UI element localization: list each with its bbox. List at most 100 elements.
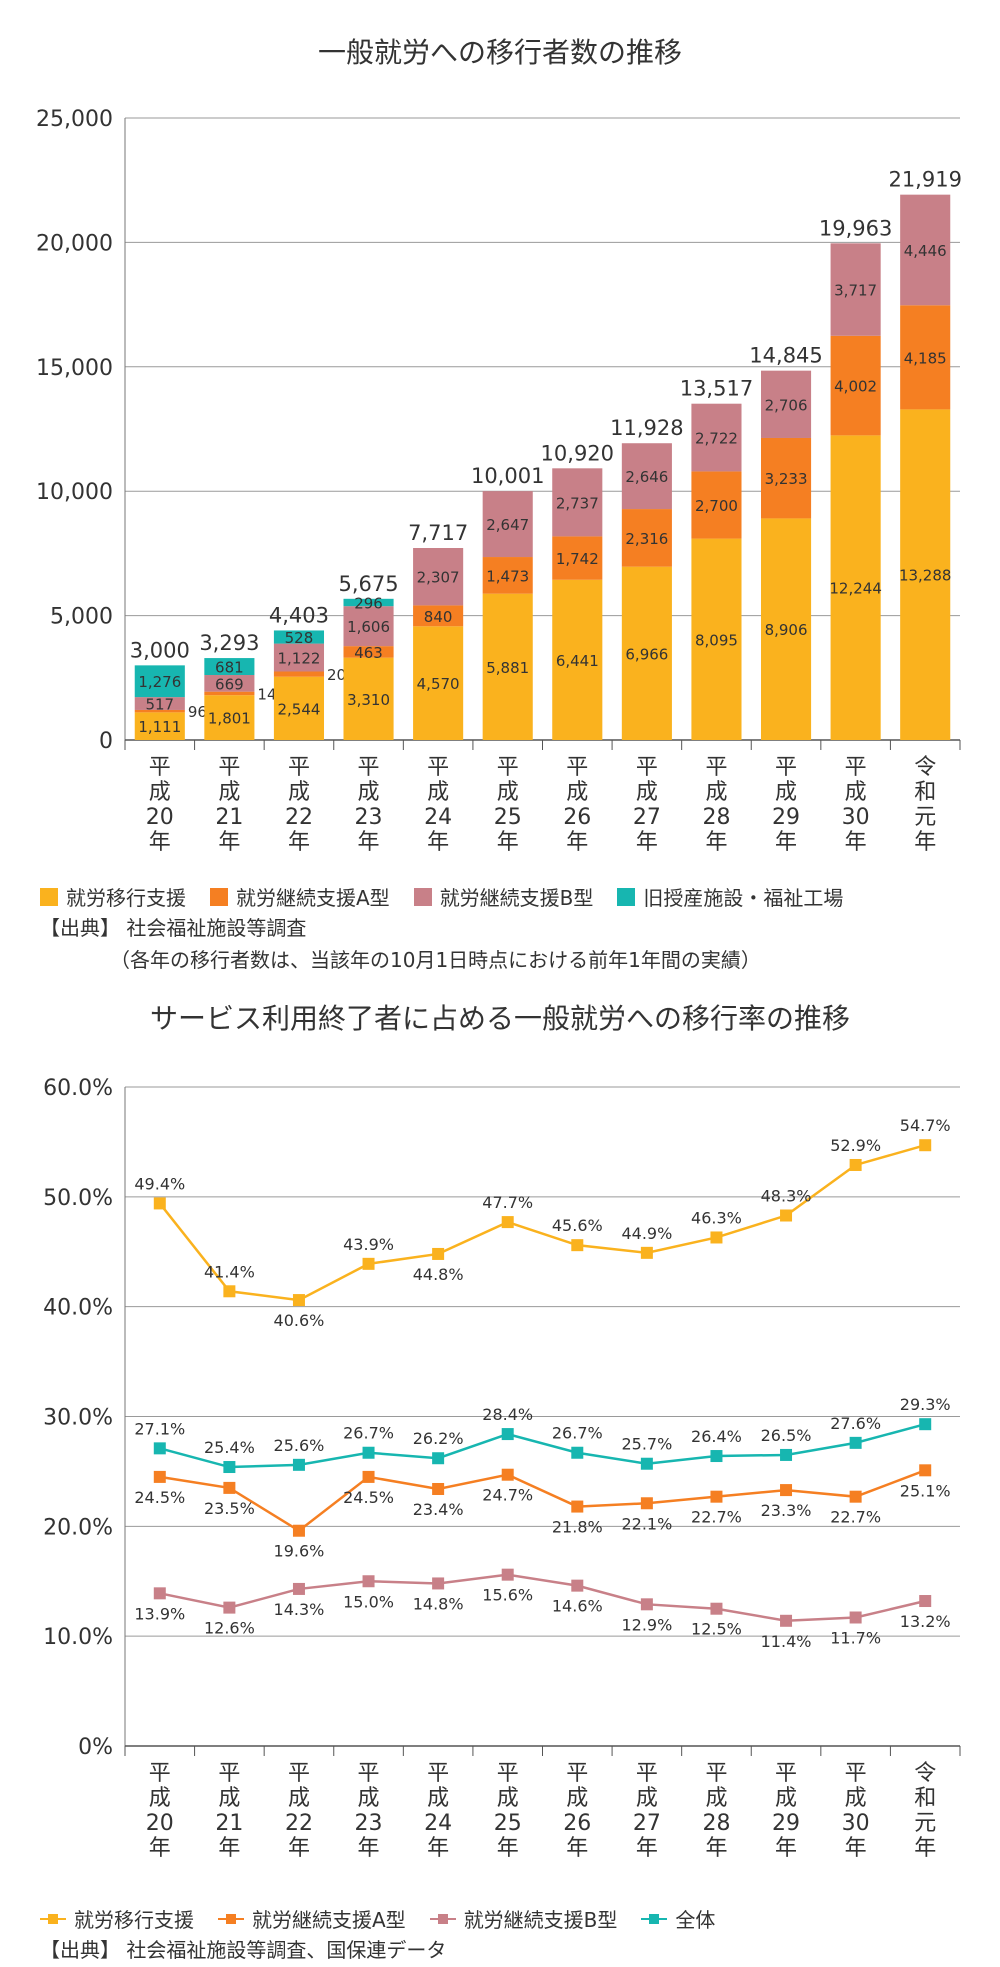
data-point (780, 1614, 793, 1627)
data-label: 1,276 (138, 673, 181, 691)
data-point (849, 1490, 862, 1503)
bar-segment (273, 630, 325, 644)
data-label: 24.7% (482, 1486, 533, 1505)
bar-segment (204, 675, 255, 692)
data-label: 27.6% (830, 1414, 881, 1433)
data-point (710, 1231, 723, 1244)
x-tick-label: 29 (772, 1811, 800, 1836)
x-tick-label: 22 (285, 1811, 313, 1836)
x-tick-label: 年 (149, 830, 171, 855)
x-tick-label: 平 (149, 755, 171, 780)
bar-segment (552, 468, 603, 537)
bar-segment (134, 665, 185, 698)
data-label: 22.7% (691, 1508, 742, 1527)
x-tick-label: 年 (218, 1836, 240, 1861)
legend-swatch (218, 1910, 244, 1928)
data-label: 49.4% (134, 1174, 185, 1193)
data-label: 2,722 (695, 430, 738, 448)
data-point (571, 1446, 584, 1459)
data-label: 12,244 (829, 580, 882, 598)
data-label: 13.9% (134, 1604, 185, 1623)
x-tick-label: 成 (218, 780, 240, 805)
x-tick-label: 和 (914, 780, 936, 805)
data-label: 4,570 (417, 675, 460, 693)
bar-segment (343, 657, 394, 740)
data-label: 3,310 (347, 691, 390, 709)
x-tick-label: 成 (149, 780, 171, 805)
total-label: 4,403 (269, 603, 329, 627)
data-label: 1,111 (138, 718, 181, 736)
data-label: 96 (188, 703, 207, 721)
legend-label: 就労継続支援B型 (439, 886, 594, 910)
legend-label: 全体 (675, 1908, 716, 1932)
y-tick-label: 20.0% (43, 1515, 113, 1540)
data-point (780, 1209, 793, 1222)
data-label: 4,446 (904, 242, 947, 260)
bar-segment (343, 606, 394, 647)
data-label: 48.3% (761, 1187, 812, 1206)
bar-segment (552, 536, 603, 580)
total-label: 11,928 (610, 416, 683, 440)
x-tick-label: 年 (358, 1836, 380, 1861)
x-tick-label: 27 (633, 805, 661, 830)
bar-segment (134, 697, 185, 710)
legend-swatch (429, 1910, 456, 1928)
x-tick-label: 23 (355, 1811, 383, 1836)
total-label: 10,920 (541, 441, 614, 465)
data-point (780, 1484, 793, 1497)
data-point (153, 1470, 166, 1483)
data-point (849, 1436, 862, 1449)
data-point (919, 1418, 932, 1431)
data-label: 14.3% (274, 1600, 325, 1619)
legend-item: 就労移行支援 (40, 882, 186, 911)
x-tick-label: 年 (636, 1836, 658, 1861)
data-label: 13,288 (899, 567, 952, 585)
data-point (919, 1464, 932, 1477)
x-tick-label: 成 (358, 780, 380, 805)
y-tick-label: 15,000 (36, 356, 113, 381)
x-tick-label: 25 (494, 805, 522, 830)
x-tick-label: 成 (497, 780, 519, 805)
y-tick-label: 60.0% (43, 1076, 113, 1101)
series-line (159, 1573, 926, 1623)
y-tick-label: 20,000 (36, 231, 113, 256)
data-label: 29.3% (900, 1395, 951, 1414)
data-label: 14.6% (552, 1597, 603, 1616)
bar-segment (900, 305, 951, 410)
data-point (640, 1598, 653, 1611)
x-tick-label: 28 (702, 1811, 730, 1836)
x-tick-label: 年 (566, 830, 588, 855)
bar-segment (482, 491, 533, 558)
data-label: 1,122 (277, 650, 320, 668)
legend-item: 就労継続支援A型 (210, 882, 390, 911)
x-tick-label: 成 (775, 1786, 797, 1811)
data-label: 23.4% (413, 1500, 464, 1519)
data-label: 54.7% (900, 1116, 951, 1135)
legend-label: 就労継続支援A型 (252, 1908, 406, 1932)
data-point (501, 1568, 514, 1581)
x-tick-label: 成 (845, 1786, 867, 1811)
x-tick-label: 年 (288, 830, 310, 855)
bar-segment (273, 676, 325, 740)
data-label: 2,737 (556, 494, 599, 512)
x-tick-label: 年 (845, 830, 867, 855)
series-line (158, 1144, 926, 1302)
x-tick-label: 平 (566, 755, 588, 780)
bar-segment (273, 643, 325, 672)
data-point (432, 1482, 445, 1495)
data-point (292, 1524, 305, 1537)
x-tick-label: 30 (842, 1811, 870, 1836)
legend-swatch (40, 887, 58, 906)
bar-segment (900, 194, 951, 306)
x-tick-label: 成 (288, 1786, 310, 1811)
x-tick-label: 成 (497, 1786, 519, 1811)
x-tick-label: 年 (566, 1836, 588, 1861)
bar-segment (413, 605, 464, 627)
bar-segment (760, 370, 812, 438)
data-label: 26.7% (552, 1424, 603, 1443)
x-tick-label: 平 (427, 755, 449, 780)
data-label: 12.9% (621, 1615, 672, 1634)
bar-segment (621, 566, 672, 740)
bar-segment (691, 403, 742, 472)
data-point (432, 1577, 445, 1590)
